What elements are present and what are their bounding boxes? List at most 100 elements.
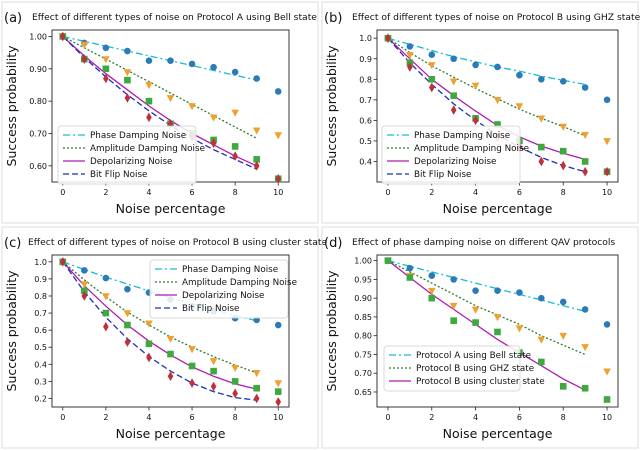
series-line bbox=[387, 260, 586, 391]
x-tick-label: 6 bbox=[517, 188, 522, 197]
panel-border bbox=[321, 226, 639, 449]
legend-box bbox=[381, 125, 521, 185]
data-point bbox=[450, 317, 457, 324]
series-line bbox=[387, 259, 586, 312]
data-point bbox=[472, 61, 479, 69]
data-point bbox=[188, 346, 196, 354]
data-point bbox=[427, 287, 436, 295]
data-point bbox=[559, 332, 568, 340]
y-tick-label: 0.60 bbox=[29, 162, 47, 171]
data-point bbox=[146, 352, 152, 363]
panel-label: (a) bbox=[4, 11, 22, 26]
legend-label: Protocol A using Bell state bbox=[416, 351, 531, 361]
y-tick-label: 0.3 bbox=[34, 377, 47, 386]
data-point bbox=[102, 56, 110, 64]
data-point bbox=[167, 350, 174, 358]
x-tick-label: 0 bbox=[385, 188, 390, 197]
series-line bbox=[387, 260, 586, 356]
data-point bbox=[102, 274, 110, 282]
data-point bbox=[493, 97, 502, 105]
data-point bbox=[428, 272, 436, 279]
data-point bbox=[406, 264, 414, 272]
data-point bbox=[189, 378, 195, 388]
data-point bbox=[603, 396, 611, 403]
data-point bbox=[494, 287, 501, 294]
y-tick-label: 0.85 bbox=[354, 313, 372, 322]
data-point bbox=[124, 76, 131, 84]
y-tick-label: 1.0 bbox=[359, 34, 372, 43]
data-point bbox=[406, 43, 414, 50]
x-tick-label: 6 bbox=[189, 413, 194, 422]
x-axis-label: Noise percentage bbox=[443, 426, 553, 441]
data-point bbox=[253, 393, 260, 404]
data-point bbox=[102, 293, 110, 301]
data-point bbox=[210, 138, 217, 148]
y-tick-label: 0.5 bbox=[34, 343, 47, 352]
data-point bbox=[232, 388, 238, 399]
data-point bbox=[494, 328, 501, 336]
data-point bbox=[102, 309, 110, 317]
data-point bbox=[450, 105, 457, 115]
y-tick-label: 0.8 bbox=[359, 75, 372, 84]
data-point bbox=[384, 257, 392, 264]
y-tick-label: 0.80 bbox=[29, 97, 47, 106]
data-point bbox=[515, 325, 524, 333]
y-tick-label: 0.70 bbox=[354, 369, 372, 378]
data-point bbox=[559, 298, 567, 306]
panel-label: (d) bbox=[324, 236, 342, 251]
legend-label: Phase Damping Noise bbox=[414, 131, 510, 141]
data-point bbox=[603, 138, 611, 146]
data-point bbox=[581, 306, 589, 313]
data-point bbox=[102, 65, 110, 73]
data-point bbox=[231, 109, 239, 117]
y-tick-label: 1.00 bbox=[354, 257, 372, 266]
legend-label: Depolarizing Noise bbox=[414, 157, 496, 167]
panel-border bbox=[1, 1, 319, 224]
data-point bbox=[123, 310, 132, 318]
series-line bbox=[387, 37, 586, 86]
y-tick-label: 0.95 bbox=[354, 275, 372, 284]
legend-label: Depolarizing Noise bbox=[90, 157, 172, 167]
data-point bbox=[538, 358, 545, 366]
data-point bbox=[560, 160, 567, 171]
x-tick-label: 6 bbox=[517, 413, 522, 422]
legend-label: Amplitude Damping Noise bbox=[90, 144, 205, 154]
data-point bbox=[471, 306, 480, 314]
data-point bbox=[449, 78, 458, 86]
data-point bbox=[604, 166, 610, 177]
data-point bbox=[581, 131, 589, 140]
chart-panel-2: (b) Effect of different types of noise on… bbox=[321, 1, 640, 224]
series-line bbox=[62, 35, 257, 81]
series-line bbox=[62, 261, 257, 374]
data-point bbox=[252, 127, 261, 135]
data-point bbox=[146, 112, 152, 123]
data-point bbox=[253, 161, 260, 171]
data-point bbox=[603, 321, 611, 328]
x-tick-label: 10 bbox=[602, 188, 612, 197]
data-point bbox=[231, 364, 239, 373]
data-point bbox=[472, 115, 479, 126]
chart-panel-4: (d) Effect of phase damping noise on diff… bbox=[321, 226, 639, 449]
data-point bbox=[167, 371, 174, 382]
legend-box bbox=[383, 345, 521, 392]
data-point bbox=[166, 335, 175, 343]
data-point bbox=[581, 158, 589, 165]
legend-label: Bit Flip Noise bbox=[414, 170, 471, 180]
data-point bbox=[274, 132, 283, 140]
data-point bbox=[582, 166, 588, 177]
series-line bbox=[387, 37, 586, 161]
data-point bbox=[559, 383, 567, 390]
legend-label: Amplitude Damping Noise bbox=[182, 278, 297, 288]
legend-label: Protocol B using GHZ state bbox=[416, 364, 534, 374]
data-point bbox=[59, 31, 66, 42]
y-tick-label: 0.65 bbox=[354, 388, 372, 397]
chart-panel-3: (c) Effect of different types of noise on… bbox=[1, 226, 327, 449]
series-line bbox=[62, 36, 257, 170]
y-axis-label: Success probability bbox=[4, 45, 19, 167]
data-point bbox=[385, 33, 391, 44]
data-point bbox=[603, 96, 611, 104]
panel-border bbox=[321, 1, 639, 224]
y-tick-label: 1.00 bbox=[29, 32, 47, 41]
x-tick-label: 8 bbox=[233, 188, 238, 197]
